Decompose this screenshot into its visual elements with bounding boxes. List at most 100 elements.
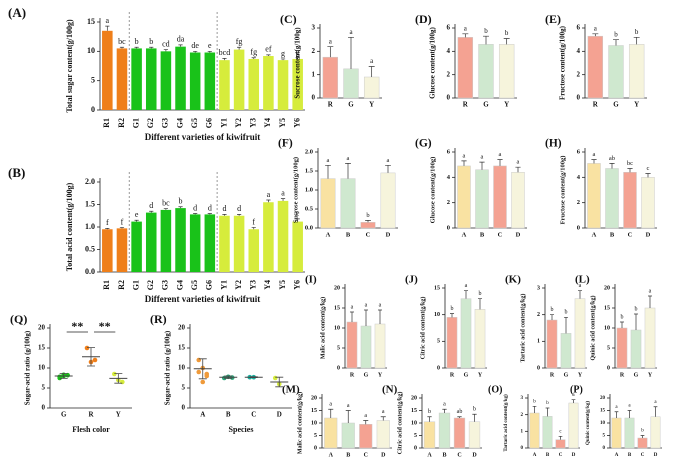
- y-tick-label: 2: [537, 312, 540, 318]
- bar: [650, 416, 661, 449]
- bar: [263, 56, 274, 110]
- significance-letter: g: [296, 48, 300, 57]
- significance-letter: a: [364, 413, 367, 419]
- y-axis-title: Malic acid content(g/kg): [296, 392, 303, 454]
- panel-label: (J): [405, 274, 418, 286]
- bar: [641, 177, 655, 229]
- bar: [546, 319, 558, 369]
- panel-label: (C): [280, 12, 297, 26]
- x-tick-label: Y: [378, 372, 383, 378]
- significance-letter: a: [106, 16, 110, 25]
- error-bar: [328, 408, 334, 418]
- y-axis-title: Citric acid content(g/kg): [396, 392, 403, 455]
- x-tick-label: G: [348, 101, 354, 109]
- error-bar: [463, 290, 469, 299]
- x-tick-label: B: [480, 231, 485, 238]
- significance-letter: a: [465, 283, 468, 289]
- y-tick-label: 20: [178, 324, 186, 332]
- bar: [360, 222, 376, 229]
- bar: [292, 221, 303, 272]
- y-tick-label: 1: [521, 429, 524, 434]
- significance-letter: b: [641, 429, 644, 434]
- error-bar: [483, 35, 489, 45]
- y-tick-label: 15: [600, 409, 606, 414]
- significance-letter: a: [593, 151, 596, 158]
- error-bar: [503, 38, 510, 45]
- error-bar: [207, 213, 212, 215]
- error-bar: [280, 198, 286, 201]
- bar: [175, 208, 186, 272]
- x-tick-label: G6: [205, 118, 214, 128]
- bar: [474, 309, 486, 369]
- error-bar: [266, 54, 271, 57]
- bar: [189, 52, 201, 110]
- significance-letter: f: [252, 217, 255, 226]
- error-bar: [325, 164, 331, 179]
- significance-letter: b: [473, 407, 476, 413]
- significance-letter: d: [149, 201, 153, 210]
- panel-label: (Q): [10, 312, 27, 326]
- y-axis-title: Glucose content(g/100g): [429, 26, 437, 98]
- y-tick-label: 10: [411, 420, 417, 426]
- significance-letter: a: [365, 302, 368, 308]
- data-point: [112, 371, 117, 377]
- significance-letter: b: [551, 307, 554, 313]
- panel-label: (L): [575, 274, 590, 286]
- data-point: [92, 357, 98, 363]
- significance-letter: a: [267, 190, 271, 199]
- y-tick-label: 4: [447, 47, 451, 55]
- y-tick-label: 20: [411, 395, 417, 401]
- panel-label: (I): [305, 274, 317, 286]
- error-bar: [193, 50, 198, 53]
- bar: [219, 215, 230, 272]
- y-axis-title: Tartaric acid content(g/kg): [519, 294, 526, 363]
- significance-letter: a: [481, 154, 484, 161]
- x-tick-label: A: [462, 231, 467, 238]
- x-tick-label: Y2: [234, 280, 243, 290]
- x-tick-label: Y3: [249, 280, 258, 290]
- bar: [340, 178, 356, 229]
- x-tick-label: G: [634, 372, 639, 378]
- y-tick-label: 10: [334, 325, 340, 331]
- y-tick-label: 5: [607, 345, 610, 351]
- x-tick-label: Y: [478, 372, 483, 378]
- data-point: [196, 369, 202, 375]
- y-tick-label: 15: [434, 285, 440, 291]
- x-tick-label: R: [593, 101, 599, 109]
- x-tick-label: A: [200, 411, 205, 419]
- error-bar: [633, 313, 639, 330]
- significance-letter: b: [366, 212, 369, 219]
- bar: [493, 165, 507, 229]
- data-point: [272, 375, 278, 381]
- y-tick-label: 3: [521, 396, 524, 401]
- y-tick-label: 0: [314, 445, 317, 451]
- error-bar: [577, 290, 583, 299]
- significance-letter: ab: [609, 155, 615, 162]
- x-tick-label: G1: [131, 118, 140, 128]
- significance-letter: cd: [162, 39, 170, 48]
- significance-letter: b: [484, 27, 488, 35]
- x-tick-label: C: [251, 411, 256, 419]
- error-bar: [266, 199, 271, 203]
- x-tick-label: R: [328, 101, 334, 109]
- y-tick-label: 5: [91, 75, 95, 84]
- y-tick-label: 10: [600, 421, 606, 426]
- x-tick-label: C: [641, 453, 645, 458]
- significance-letter: a: [327, 157, 330, 164]
- y-tick-label: 0: [91, 105, 95, 114]
- error-bar: [149, 210, 154, 213]
- x-tick-label: G: [464, 372, 469, 378]
- error-bar: [461, 160, 467, 166]
- error-bar: [105, 228, 110, 230]
- y-tick-label: 2: [312, 47, 316, 55]
- bar: [529, 412, 540, 449]
- significance-letter: bc: [162, 198, 170, 207]
- error-bar: [163, 208, 169, 210]
- y-tick-label: 2.0: [85, 177, 95, 186]
- bar: [457, 165, 471, 229]
- y-tick-label: 0.5: [305, 205, 314, 212]
- error-bar: [449, 313, 455, 318]
- x-tick-label: D: [646, 231, 651, 238]
- y-axis-title: Total sugar content(g/100g): [65, 19, 74, 113]
